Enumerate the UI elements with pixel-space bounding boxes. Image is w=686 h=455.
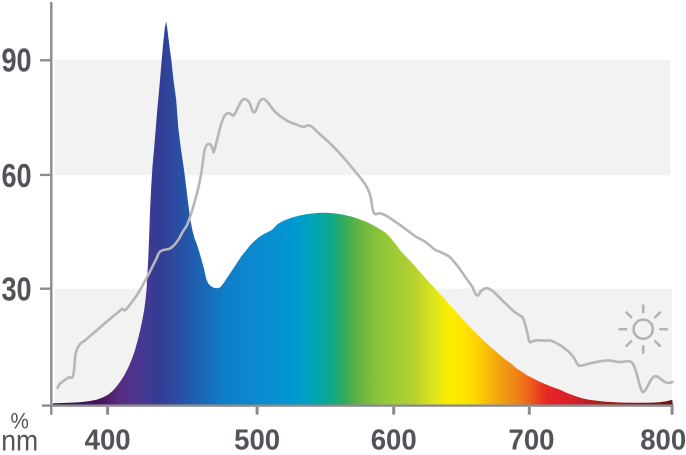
svg-text:%: % xyxy=(11,409,29,434)
svg-text:600: 600 xyxy=(371,423,417,455)
svg-text:60: 60 xyxy=(2,158,32,194)
svg-text:400: 400 xyxy=(85,423,131,455)
svg-text:nm: nm xyxy=(1,424,38,455)
svg-text:30: 30 xyxy=(2,272,32,308)
svg-text:800: 800 xyxy=(640,423,686,455)
svg-text:700: 700 xyxy=(509,423,555,455)
svg-text:500: 500 xyxy=(234,423,280,455)
svg-text:90: 90 xyxy=(2,43,32,79)
